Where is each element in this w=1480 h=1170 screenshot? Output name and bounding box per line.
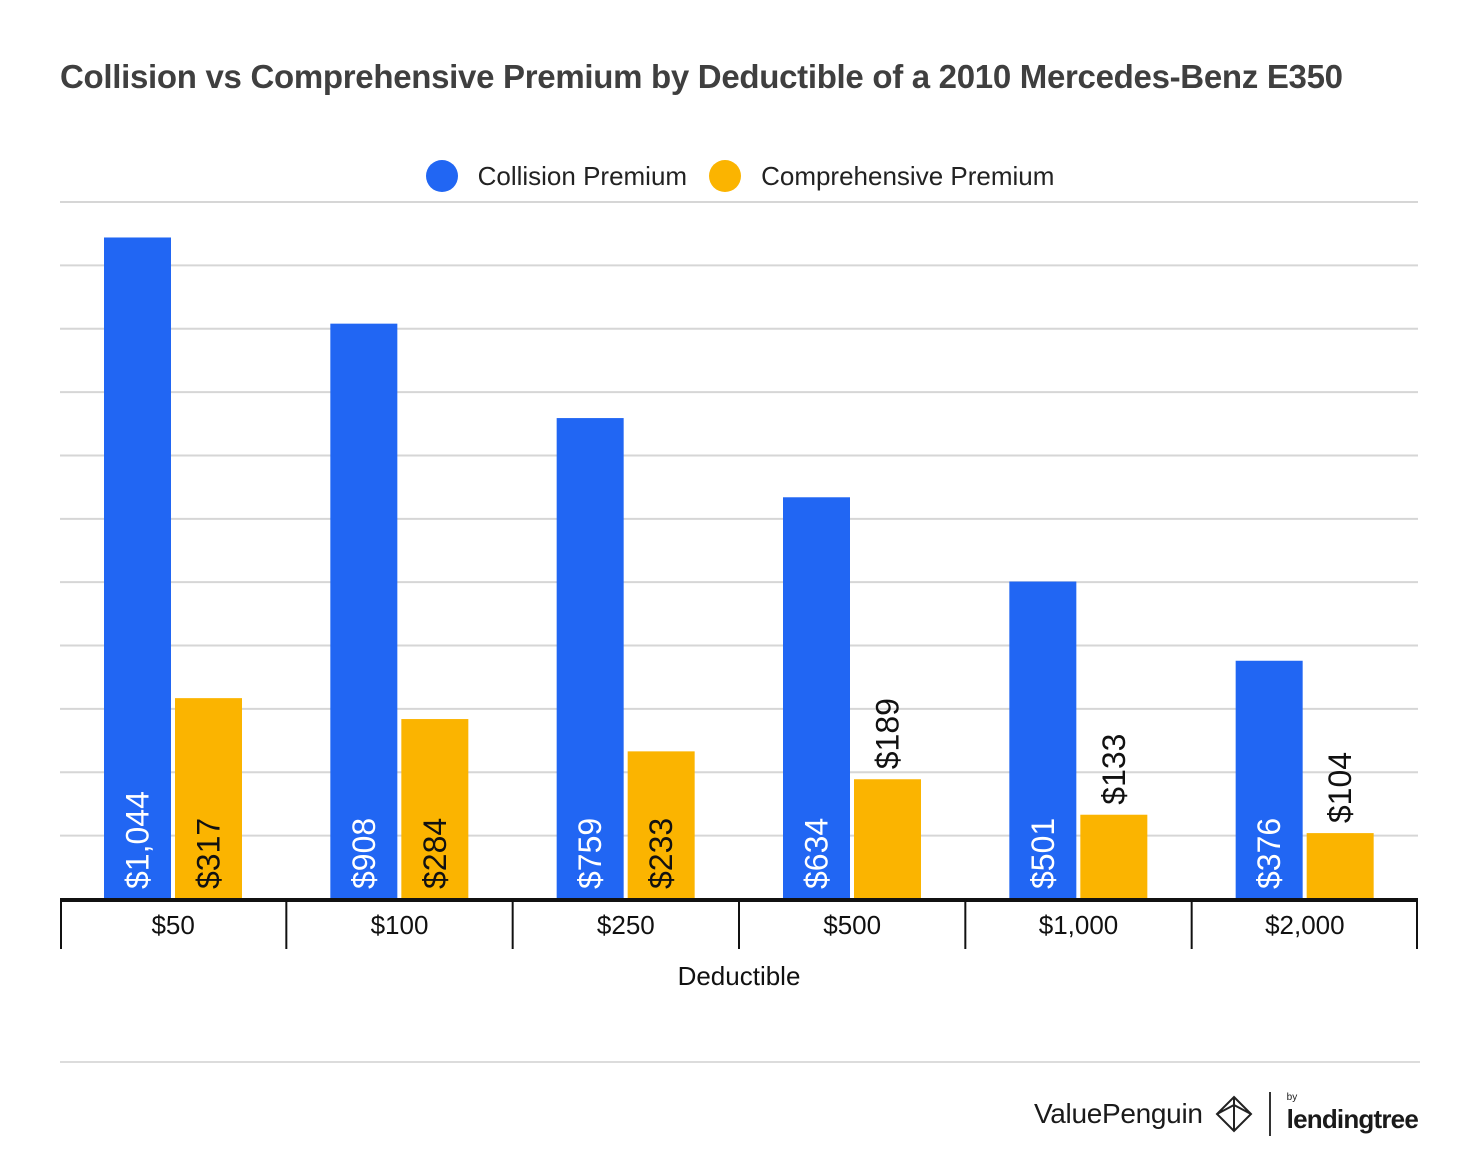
bar-comprehensive-1	[401, 719, 469, 899]
legend-item-comprehensive: Comprehensive Premium	[709, 160, 1054, 192]
bar-comprehensive-3	[854, 779, 921, 899]
lendingtree-text: lendingtree	[1286, 1103, 1419, 1134]
brand-by-text: by	[1286, 1091, 1298, 1103]
legend-label-collision: Collision Premium	[477, 160, 688, 191]
data-label-collision-1: $908	[346, 818, 382, 889]
chart-title: Collision vs Comprehensive Premium by De…	[60, 58, 1343, 95]
x-tick-label-0: $50	[151, 910, 194, 940]
data-label-collision-2: $759	[572, 818, 608, 889]
x-tick-label-4: $1,000	[1039, 910, 1119, 940]
data-label-collision-0: $1,044	[120, 791, 156, 889]
valuepenguin-logo: ValuePenguin	[1033, 1098, 1203, 1129]
data-label-comprehensive-4: $133	[1096, 734, 1132, 805]
legend-swatch-comprehensive	[709, 160, 742, 192]
bar-comprehensive-0	[175, 698, 242, 899]
bar-collision-2	[556, 418, 624, 899]
x-tick-label-3: $500	[823, 910, 881, 940]
data-label-collision-4: $501	[1025, 818, 1061, 889]
lendingtree-logo: by lendingtree	[1286, 1091, 1419, 1135]
data-label-comprehensive-0: $317	[191, 818, 227, 889]
data-label-comprehensive-1: $284	[417, 818, 453, 889]
data-label-comprehensive-5: $104	[1322, 752, 1358, 823]
data-label-collision-3: $634	[799, 818, 835, 889]
x-tick-label-2: $250	[597, 910, 655, 940]
bar-collision-1	[330, 323, 398, 899]
bar-collision-0	[104, 237, 171, 899]
bar-collision-3	[783, 497, 850, 899]
bar-collision-5	[1235, 660, 1303, 899]
brand-logos: ValuePenguin by lendingtree	[1033, 1091, 1419, 1136]
legend: Collision Premium Comprehensive Premium	[0, 160, 1480, 192]
bar-collision-4	[1009, 581, 1077, 899]
x-tick-label-5: $2,000	[1265, 910, 1345, 940]
bar-comprehensive-2	[627, 751, 695, 899]
data-label-comprehensive-3: $189	[870, 698, 906, 769]
legend-swatch-collision	[425, 160, 458, 192]
bar-comprehensive-5	[1306, 833, 1374, 899]
data-label-comprehensive-2: $233	[643, 818, 679, 889]
data-label-collision-5: $376	[1251, 818, 1287, 889]
x-tick-label-1: $100	[371, 910, 429, 940]
bar-chart: $1,044 $317 $50 $908 $284 $100 $759 $233 $250 $63…	[60, 201, 1418, 991]
valuepenguin-mark-icon	[1215, 1095, 1253, 1133]
legend-item-collision: Collision Premium	[425, 160, 688, 192]
legend-label-comprehensive: Comprehensive Premium	[761, 160, 1055, 191]
bar-comprehensive-4	[1080, 814, 1148, 899]
x-axis-title: Deductible	[678, 961, 801, 991]
footer-divider	[60, 1061, 1420, 1063]
brand-separator	[1268, 1092, 1271, 1136]
